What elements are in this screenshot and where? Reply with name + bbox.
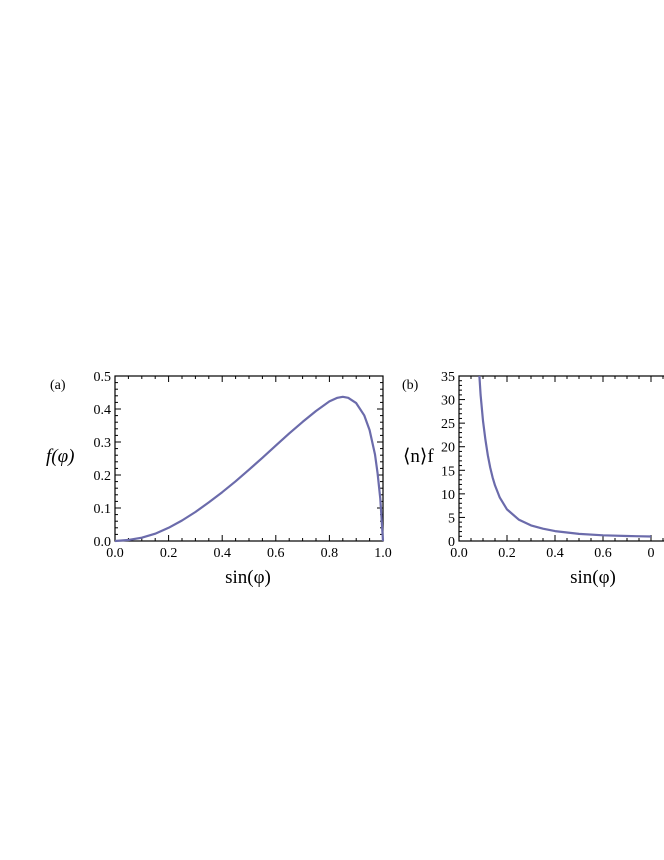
y-tick-label: 0.5 bbox=[94, 370, 112, 385]
x-tick-label: 0.0 bbox=[450, 546, 468, 561]
panel-a-ticks bbox=[114, 375, 384, 542]
y-tick-label: 15 bbox=[441, 464, 455, 479]
x-tick-label: 0.4 bbox=[213, 546, 231, 561]
y-tick-label: 0 bbox=[448, 535, 455, 550]
x-tick-label: 0.2 bbox=[160, 546, 178, 561]
series-line bbox=[114, 395, 385, 543]
panel-a-label: (a) bbox=[50, 378, 66, 393]
x-tick-label: 0.6 bbox=[594, 546, 612, 561]
x-tick-label: 1.0 bbox=[374, 546, 392, 561]
panel-a-series bbox=[114, 395, 385, 543]
panel-a-y-tick-labels: 0.0 0.1 0.2 0.3 0.4 0.5 bbox=[94, 370, 112, 550]
panel-a-frame bbox=[114, 375, 384, 542]
panel-b-x-tick-labels: 0.0 0.2 0.4 0.6 0 bbox=[450, 546, 654, 561]
x-tick-label: 0 bbox=[648, 546, 655, 561]
y-tick-label: 0.3 bbox=[94, 436, 112, 451]
panel-a: (a) 0.0 0.2 0.4 0.6 0.8 1.0 0.00.10.20.30.40.… bbox=[46, 370, 392, 588]
x-tick-label: 0.0 bbox=[106, 546, 124, 561]
y-tick-label: 20 bbox=[441, 441, 455, 456]
panel-b-ticks bbox=[458, 375, 664, 542]
panel-a-x-tick-labels: 0.0 0.2 0.4 0.6 0.8 1.0 bbox=[106, 546, 392, 561]
panel-b-label: (b) bbox=[402, 378, 419, 393]
panel-b-y-tick-labels: 0 5 10 15 20 25 30 35 bbox=[441, 370, 455, 550]
y-tick-label: 0.4 bbox=[94, 403, 112, 418]
series-line bbox=[478, 375, 652, 538]
y-tick-label: 30 bbox=[441, 394, 455, 409]
y-tick-label: 25 bbox=[441, 417, 455, 432]
x-tick-label: 0.8 bbox=[321, 546, 339, 561]
x-tick-label: 0.4 bbox=[546, 546, 564, 561]
x-tick-label: 0.6 bbox=[267, 546, 285, 561]
panel-b-x-axis-label: sin(φ) bbox=[570, 567, 616, 588]
y-tick-label: 5 bbox=[448, 511, 455, 526]
y-tick-label: 10 bbox=[441, 488, 455, 503]
y-tick-label: 0.2 bbox=[94, 469, 112, 484]
panel-b-y-axis-label: ⟨n⟩f bbox=[403, 446, 434, 467]
panel-a-y-axis-label: f(φ) bbox=[46, 446, 74, 467]
panel-b-series bbox=[478, 375, 652, 538]
y-tick-label: 0.1 bbox=[94, 502, 112, 517]
panel-b-frame bbox=[458, 375, 664, 542]
x-tick-label: 0.2 bbox=[498, 546, 516, 561]
y-tick-label: 0.0 bbox=[94, 535, 112, 550]
panel-a-x-axis-label: sin(φ) bbox=[225, 567, 271, 588]
y-tick-label: 35 bbox=[441, 370, 455, 385]
